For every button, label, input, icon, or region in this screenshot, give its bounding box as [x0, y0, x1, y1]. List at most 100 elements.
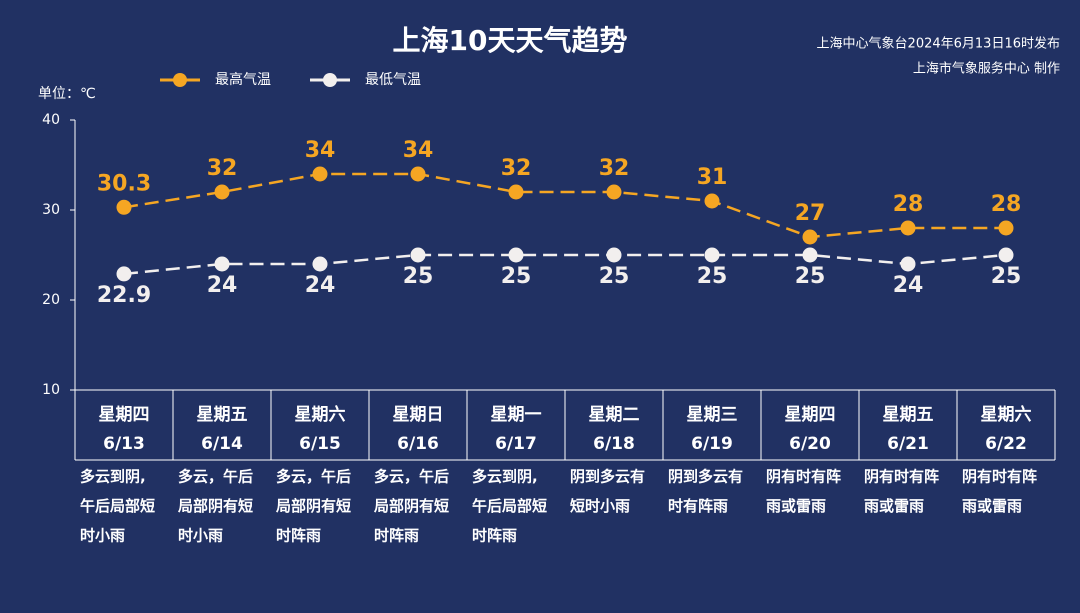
- x-tick-label: 6/20: [789, 434, 831, 454]
- x-tick-label: 6/16: [397, 434, 439, 454]
- x-tick-label: 6/14: [201, 434, 243, 454]
- series-line: [123, 253, 1007, 276]
- y-tick-label: 10: [42, 382, 60, 398]
- weather-text: 局部阴有短: [177, 497, 253, 515]
- data-point: [900, 220, 916, 236]
- data-label: 34: [305, 138, 336, 163]
- data-point: [802, 247, 818, 263]
- y-tick-label: 20: [42, 292, 60, 308]
- legend-marker: [323, 73, 337, 87]
- data-point: [704, 247, 720, 263]
- weekday: 星期三: [687, 405, 738, 425]
- x-tick-label: 6/21: [887, 434, 929, 454]
- data-label: 28: [893, 192, 924, 217]
- weather-text: 时小雨: [178, 527, 223, 545]
- weekday: 星期六: [981, 404, 1032, 425]
- data-point: [410, 247, 426, 263]
- data-point: [704, 193, 720, 209]
- data-point: [802, 229, 818, 245]
- data-point: [410, 166, 426, 182]
- weather-text: 多云，午后: [178, 468, 253, 486]
- data-label: 22.9: [97, 283, 151, 308]
- weather-text: 时阵雨: [472, 527, 517, 545]
- data-point: [508, 247, 524, 263]
- x-tick-label: 6/17: [495, 434, 537, 454]
- weather-text: 午后局部短: [472, 497, 547, 515]
- x-tick-label: 6/18: [593, 434, 635, 454]
- weather-text: 多云，午后: [374, 468, 449, 486]
- weekday: 星期二: [589, 405, 640, 425]
- weather-text: 时阵雨: [374, 527, 419, 545]
- legend-label: 最高气温: [215, 71, 271, 88]
- note: 上海市气象服务中心 制作: [913, 61, 1060, 77]
- data-label: 34: [403, 138, 434, 163]
- data-point: [508, 184, 524, 200]
- weekday: 星期日: [393, 405, 444, 425]
- data-point: [116, 199, 132, 215]
- weather-text: 阴到多云有: [570, 468, 645, 486]
- data-label: 32: [501, 156, 532, 181]
- y-tick-label: 30: [42, 202, 60, 218]
- weather-text: 阴有时有阵: [766, 468, 841, 486]
- data-label: 25: [599, 264, 630, 289]
- weather-text: 局部阴有短: [275, 497, 351, 515]
- chart-title: 上海10天天气趋势: [393, 24, 628, 57]
- data-label: 31: [697, 165, 728, 190]
- weather-text: 多云，午后: [276, 468, 351, 486]
- weather-text: 阴有时有阵: [864, 468, 939, 486]
- weekday: 星期一: [491, 405, 542, 425]
- weather-text: 局部阴有短: [373, 497, 449, 515]
- weather-text: 时有阵雨: [668, 497, 728, 515]
- data-point: [606, 184, 622, 200]
- data-label: 25: [403, 264, 434, 289]
- series-line: [123, 172, 1006, 239]
- data-label: 32: [207, 156, 238, 181]
- weather-text: 多云到阴,: [80, 468, 146, 486]
- legend-marker: [173, 73, 187, 87]
- weather-text: 时小雨: [80, 527, 125, 545]
- data-point: [312, 166, 328, 182]
- weather-text: 阴有时有阵: [962, 468, 1037, 486]
- data-label: 30.3: [97, 171, 151, 196]
- y-tick-label: 40: [42, 112, 60, 128]
- data-label: 25: [697, 264, 728, 289]
- weather-text: 午后局部短: [80, 497, 155, 515]
- data-point: [998, 220, 1014, 236]
- data-label: 24: [305, 273, 336, 298]
- note: 上海中心气象台2024年6月13日16时发布: [817, 36, 1060, 52]
- weekday: 星期五: [197, 405, 248, 425]
- data-point: [312, 256, 328, 272]
- weather-text: 短时小雨: [570, 497, 630, 515]
- data-label: 27: [795, 201, 826, 226]
- x-tick-label: 6/19: [691, 434, 733, 454]
- data-label: 25: [795, 264, 826, 289]
- data-label: 25: [501, 264, 532, 289]
- weekday: 星期四: [785, 405, 836, 425]
- data-point: [900, 256, 916, 272]
- data-point: [214, 184, 230, 200]
- data-point: [214, 256, 230, 272]
- weekday: 星期四: [99, 405, 150, 425]
- data-point: [116, 266, 132, 282]
- data-label: 28: [991, 192, 1022, 217]
- data-label: 25: [991, 264, 1022, 289]
- data-point: [606, 247, 622, 263]
- weekday: 星期六: [295, 404, 346, 425]
- weather-text: 多云到阴,: [472, 468, 538, 486]
- data-point: [998, 247, 1014, 263]
- weekday: 星期五: [883, 405, 934, 425]
- x-tick-label: 6/22: [985, 434, 1027, 454]
- data-label: 32: [599, 156, 630, 181]
- weather-text: 阴到多云有: [668, 468, 743, 486]
- weather-text: 雨或雷雨: [864, 497, 924, 515]
- unit-label: 单位：℃: [38, 86, 96, 102]
- x-tick-label: 6/13: [103, 434, 145, 454]
- x-tick-label: 6/15: [299, 434, 341, 454]
- data-label: 24: [207, 273, 238, 298]
- legend-label: 最低气温: [365, 72, 421, 88]
- weather-text: 雨或雷雨: [962, 497, 1022, 515]
- weather-text: 时阵雨: [276, 527, 321, 545]
